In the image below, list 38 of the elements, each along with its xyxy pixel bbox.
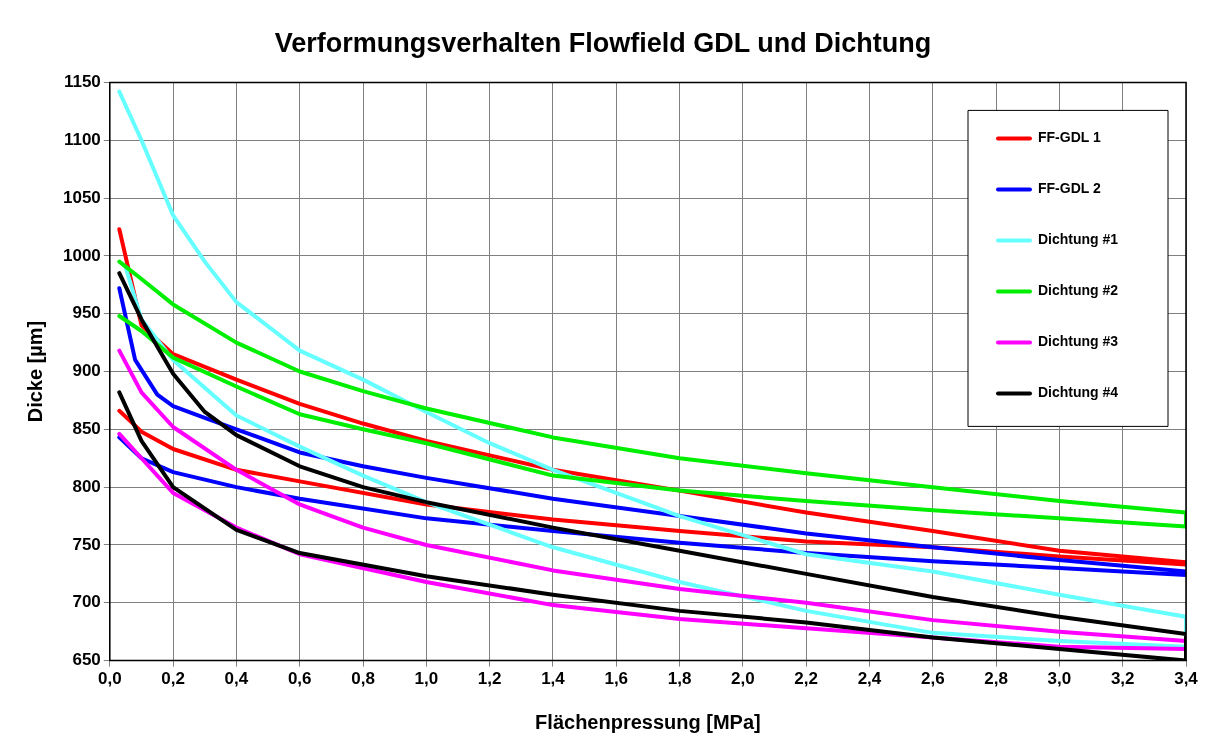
y-tick-label: 850 <box>72 419 101 439</box>
legend-label: FF-GDL 2 <box>1038 180 1101 197</box>
x-tick-label: 2,6 <box>920 669 945 689</box>
legend-label: FF-GDL 1 <box>1038 129 1101 146</box>
x-tick-label: 1,0 <box>414 669 439 689</box>
y-tick-label: 1000 <box>62 245 101 265</box>
x-tick-label: 2,2 <box>794 669 818 689</box>
x-tick-label: 1,6 <box>604 669 629 689</box>
x-tick-label: 0,0 <box>98 669 122 689</box>
x-tick-label: 0,4 <box>224 669 249 689</box>
x-tick-label: 0,8 <box>351 669 375 689</box>
x-tick-label: 0,2 <box>161 669 185 689</box>
y-tick-label: 650 <box>72 650 101 670</box>
x-tick-label: 1,2 <box>477 669 502 689</box>
x-tick-label: 1,4 <box>541 669 566 689</box>
y-tick-label: 1150 <box>63 72 101 92</box>
chart-title: Verformungsverhalten Flowfield GDL und Dichtung <box>274 27 932 58</box>
y-tick-label: 950 <box>72 303 101 323</box>
x-tick-label: 2,0 <box>731 669 755 689</box>
y-tick-label: 750 <box>72 534 101 554</box>
x-tick-label: 3,0 <box>1047 669 1072 689</box>
y-tick-label: 1100 <box>63 129 101 149</box>
x-tick-label: 3,2 <box>1110 669 1135 689</box>
x-tick-label: 0,6 <box>287 669 312 689</box>
x-tick-label: 2,8 <box>984 669 1008 689</box>
y-axis-title: Dicke [µm] <box>23 320 46 423</box>
y-tick-label: 1050 <box>62 187 101 207</box>
y-tick-label: 900 <box>72 361 101 381</box>
legend-label: Dichtung #3 <box>1038 333 1119 350</box>
x-tick-label: 2,4 <box>857 669 882 689</box>
legend-label: Dichtung #4 <box>1038 384 1119 401</box>
x-axis-title: Flächenpressung [MPa] <box>535 710 761 733</box>
legend-label: Dichtung #2 <box>1038 282 1119 299</box>
x-tick-label: 1,8 <box>667 669 692 689</box>
y-tick-label: 800 <box>72 476 101 496</box>
y-tick-label: 700 <box>72 592 101 612</box>
x-tick-label: 3,4 <box>1174 669 1199 689</box>
legend-label: Dichtung #1 <box>1038 231 1119 248</box>
